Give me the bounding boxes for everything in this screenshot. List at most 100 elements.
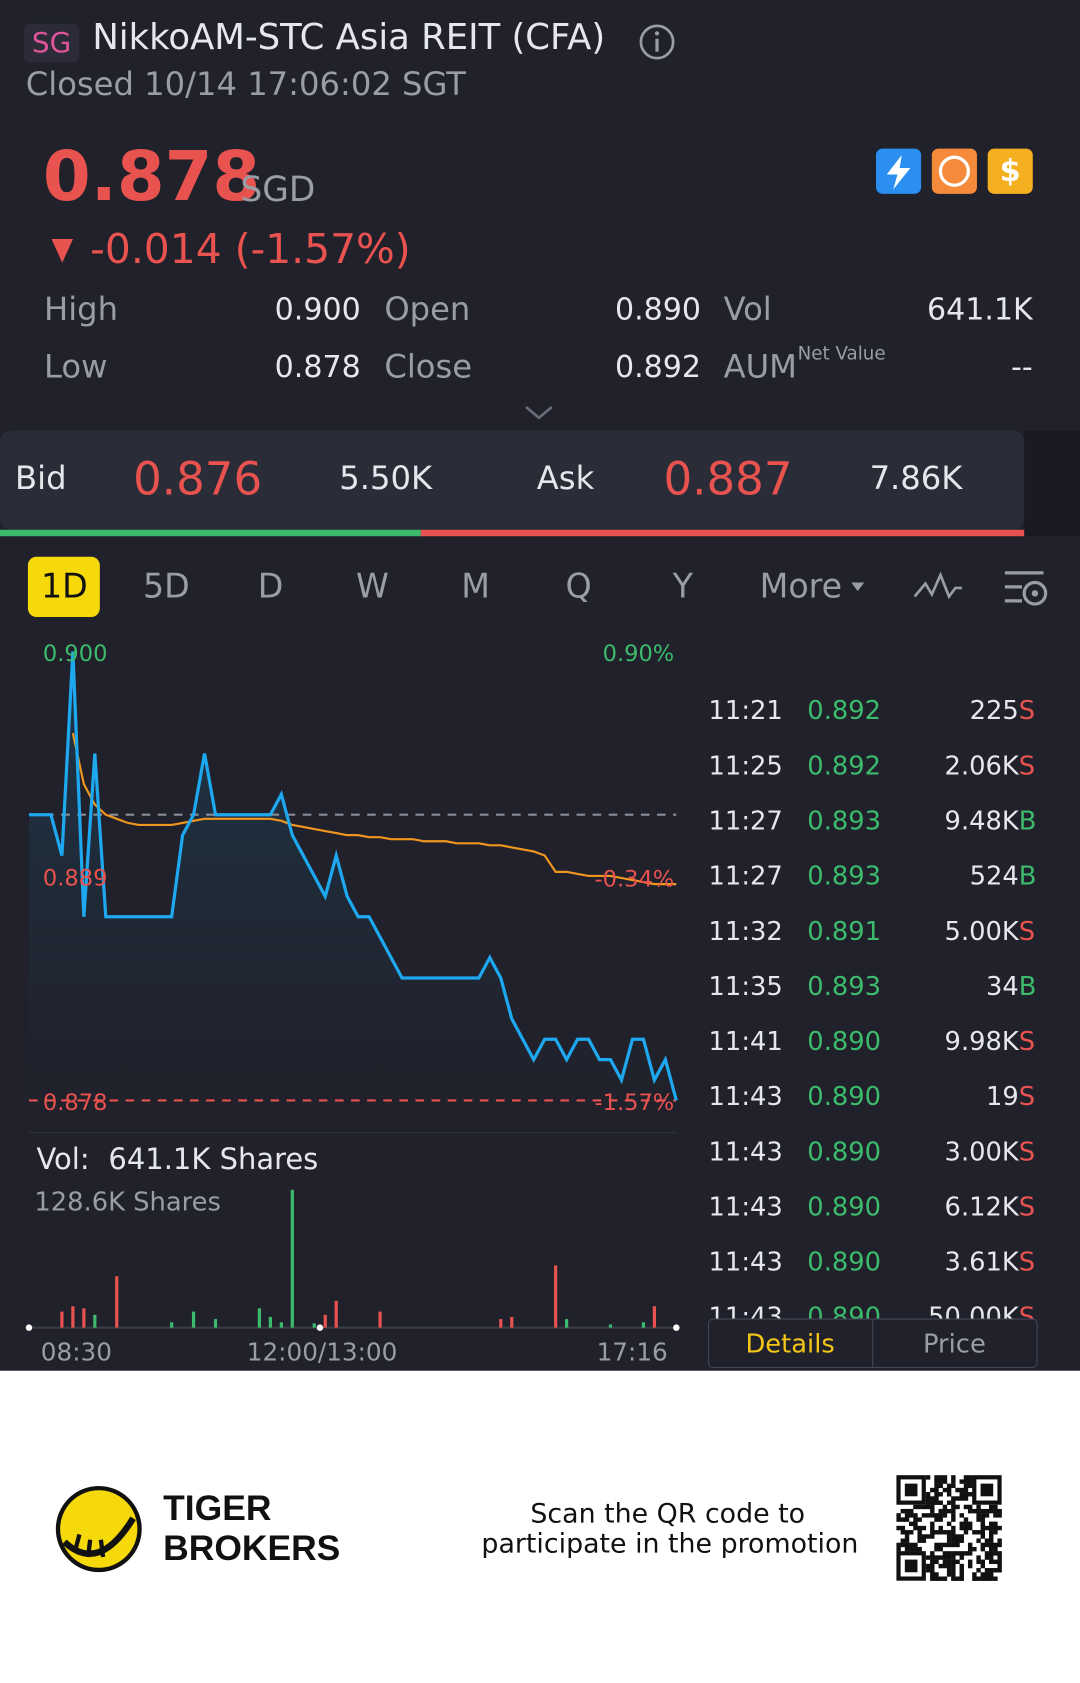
- qr-cell: [997, 1538, 1002, 1543]
- indicator-icon[interactable]: [913, 571, 962, 600]
- trade-side: B: [1019, 806, 1037, 836]
- qr-cell: [951, 1513, 956, 1518]
- qr-cell: [934, 1479, 939, 1484]
- volume-bar: [60, 1311, 64, 1328]
- volume-bar: [641, 1322, 646, 1328]
- qr-cell: [967, 1559, 973, 1565]
- qr-cell: [963, 1551, 969, 1556]
- qr-cell: [913, 1513, 918, 1518]
- chart: 0.900 0.889 0.878 0.90% -0.34% -1.57% 08:30 12:…: [25, 641, 680, 1367]
- icons[interactable]: $: [876, 148, 1033, 194]
- details-button[interactable]: Details: [745, 1329, 834, 1359]
- qr-cell: [976, 1530, 981, 1535]
- info-icon[interactable]: [639, 24, 675, 60]
- tab[interactable]: More: [760, 566, 843, 605]
- qr-cell: [984, 1576, 990, 1581]
- qr-cell: [980, 1517, 986, 1522]
- x-tick-label: 08:30: [41, 1337, 112, 1366]
- qr-cell: [955, 1504, 960, 1510]
- volume-bar: [170, 1322, 174, 1328]
- qr-cell: [976, 1576, 981, 1581]
- qr-cell: [917, 1538, 922, 1543]
- expand-chevron[interactable]: [525, 405, 553, 420]
- qr-cell: [904, 1538, 910, 1543]
- qr-cell: [930, 1513, 935, 1518]
- trade-volume: 3.00K: [945, 1137, 1020, 1167]
- qr-finder: [972, 1475, 1002, 1505]
- qr-cell: [963, 1483, 969, 1489]
- qr-cell: [934, 1546, 939, 1552]
- qr-cell: [980, 1542, 986, 1548]
- qr-cell: [930, 1572, 935, 1577]
- qr-cell: [951, 1483, 956, 1489]
- y-tick-label: 0.878: [43, 1090, 107, 1116]
- qr-cell: [951, 1504, 956, 1510]
- volume-bar: [257, 1308, 262, 1328]
- trade-time: 11:43: [709, 1192, 783, 1222]
- trade-side: S: [1019, 917, 1035, 947]
- qr-cell: [959, 1525, 964, 1531]
- trade-side: B: [1019, 972, 1037, 1002]
- bid-price: 0.876: [133, 452, 262, 505]
- qr-cell: [967, 1551, 973, 1556]
- qr-cell: [955, 1542, 960, 1548]
- trade-side: S: [1019, 1248, 1035, 1278]
- qr-cell: [900, 1530, 906, 1535]
- qr-cell: [946, 1500, 952, 1505]
- settings-icon[interactable]: [1004, 571, 1048, 606]
- qr-cell: [946, 1487, 952, 1493]
- qr-cell: [993, 1542, 998, 1548]
- tab[interactable]: W: [356, 566, 389, 605]
- trade-volume: 5.00K: [945, 917, 1020, 947]
- tab[interactable]: 1D: [41, 566, 88, 605]
- qr-cell: [904, 1534, 910, 1539]
- volume-bar: [213, 1319, 218, 1328]
- qr-cell: [896, 1517, 901, 1522]
- qr-cell: [896, 1546, 901, 1552]
- qr-cell: [963, 1517, 969, 1522]
- tab[interactable]: Q: [566, 566, 592, 605]
- qr-cell: [930, 1551, 935, 1556]
- volume-bar: [652, 1306, 657, 1328]
- tab[interactable]: 5D: [143, 566, 190, 605]
- qr-cell: [930, 1521, 935, 1527]
- qr-cell: [955, 1551, 960, 1556]
- qr-cell: [976, 1517, 981, 1522]
- qr-cell: [997, 1563, 1002, 1569]
- trade-time: 11:35: [709, 972, 783, 1002]
- qr-cell: [984, 1513, 990, 1518]
- x-tick-label: 17:16: [597, 1337, 668, 1366]
- qr-cell: [963, 1504, 969, 1510]
- qr-cell: [951, 1555, 956, 1560]
- price-button[interactable]: Price: [923, 1329, 986, 1359]
- qr-cell: [980, 1534, 986, 1539]
- qr-cell: [938, 1500, 943, 1505]
- qr-cell: [980, 1530, 986, 1535]
- exchange-badge: [23, 23, 80, 63]
- down-arrow: [51, 239, 74, 263]
- qr-cell: [925, 1534, 931, 1539]
- qr-cell: [980, 1521, 986, 1527]
- qr-finder: [896, 1551, 926, 1581]
- qr-cell: [904, 1508, 910, 1514]
- qr-cell: [989, 1568, 994, 1573]
- tab[interactable]: D: [258, 566, 284, 605]
- trade-volume: 9.48K: [945, 806, 1020, 836]
- trade-price: 0.892: [807, 696, 881, 726]
- qr-cell: [967, 1546, 973, 1552]
- qr-cell: [989, 1538, 994, 1543]
- qr-cell: [938, 1546, 943, 1552]
- tab[interactable]: Y: [672, 566, 694, 605]
- stat-value: 641.1K: [927, 293, 1034, 328]
- qr-cell: [993, 1508, 998, 1514]
- volume-label: Vol:: [37, 1142, 90, 1176]
- qr-cell: [942, 1576, 948, 1581]
- qr-cell: [959, 1496, 964, 1501]
- qr-cell: [951, 1530, 956, 1535]
- tab[interactable]: M: [461, 566, 490, 605]
- qr-cell: [934, 1555, 939, 1560]
- order-book: [0, 430, 1025, 530]
- trade-volume: 6.12K: [945, 1192, 1020, 1222]
- brand-line: TIGER: [163, 1488, 271, 1528]
- qr-cell: [942, 1487, 948, 1493]
